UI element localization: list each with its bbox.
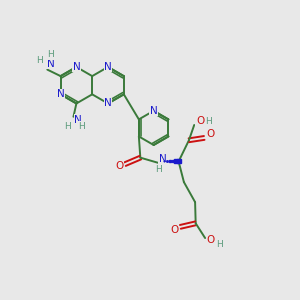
Text: O: O bbox=[206, 128, 214, 139]
Text: O: O bbox=[115, 161, 123, 172]
Text: H: H bbox=[78, 122, 85, 130]
Text: O: O bbox=[196, 116, 204, 126]
Text: H: H bbox=[64, 122, 71, 130]
Text: N: N bbox=[150, 106, 158, 116]
Text: H: H bbox=[36, 56, 43, 65]
Text: N: N bbox=[74, 115, 82, 125]
Text: N: N bbox=[73, 62, 80, 72]
Text: O: O bbox=[207, 235, 215, 244]
Text: N: N bbox=[158, 154, 166, 164]
Text: H: H bbox=[155, 165, 162, 174]
Text: H: H bbox=[47, 50, 54, 59]
Text: H: H bbox=[205, 117, 212, 126]
Text: N: N bbox=[104, 62, 112, 72]
Text: N: N bbox=[104, 98, 112, 109]
Text: N: N bbox=[57, 89, 64, 99]
Text: N: N bbox=[47, 59, 55, 69]
Text: H: H bbox=[216, 240, 223, 249]
Text: O: O bbox=[170, 225, 178, 235]
